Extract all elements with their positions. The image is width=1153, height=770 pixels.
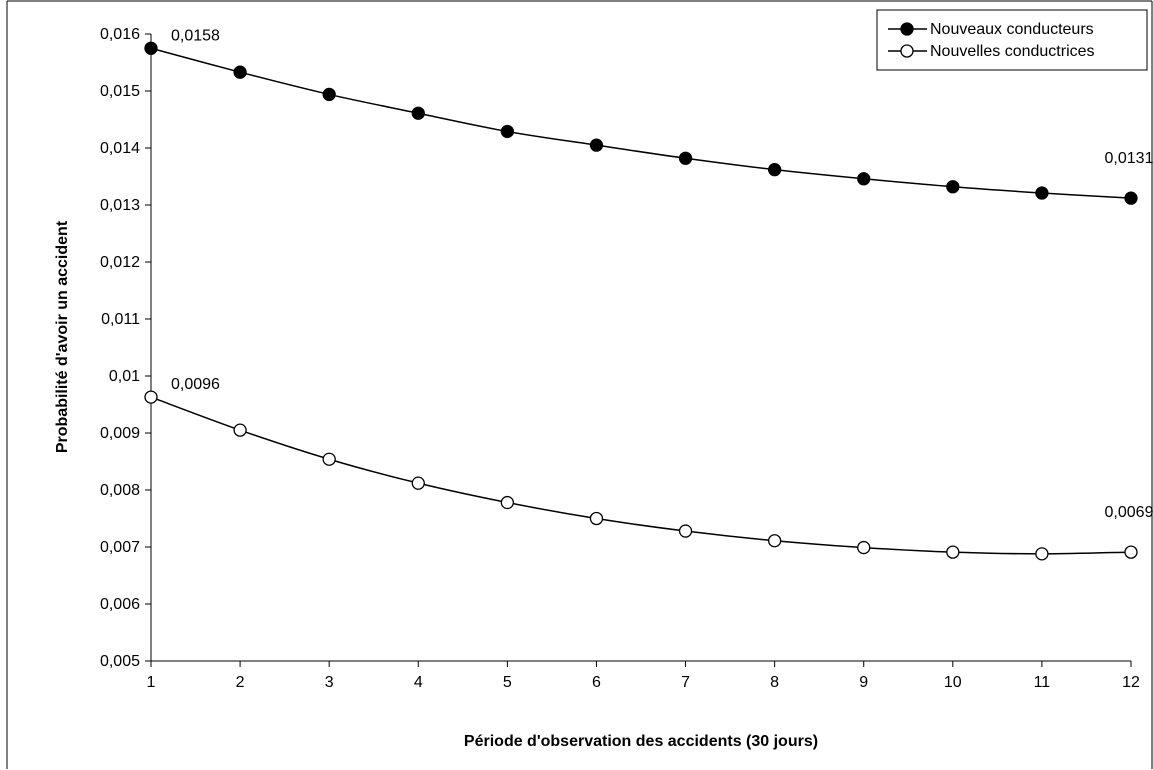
y-tick-label: 0,008 (100, 482, 140, 499)
x-tick-label: 9 (859, 674, 868, 691)
x-tick-label: 12 (1122, 674, 1140, 691)
legend: Nouveaux conducteurs Nouvelles conductric… (876, 9, 1148, 71)
x-tick-label: 4 (414, 674, 423, 691)
data-point (946, 180, 960, 194)
data-point (946, 545, 960, 559)
data-labels: 0,0158 0,0131 0,0096 0,0069 (171, 27, 1153, 521)
legend-box (876, 9, 1148, 71)
data-point (411, 106, 425, 120)
y-tick-labels: 0,005 0,006 0,007 0,008 0,009 0,01 0,011 0,012 0… (100, 26, 140, 670)
y-tick-label: 0,011 (101, 311, 140, 328)
x-axis-title: Période d'observation des accidents (30 … (464, 733, 818, 750)
legend-label: Nouveaux conducteurs (930, 21, 1094, 38)
series-layer (144, 41, 1138, 561)
data-point (144, 41, 158, 55)
y-axis-title: Probabilité d'avoir un accident (54, 220, 71, 453)
data-point (1124, 191, 1138, 205)
data-label: 0,0131 (1105, 150, 1153, 167)
data-point (678, 151, 693, 165)
axes (6, 0, 1153, 769)
data-point (144, 390, 158, 404)
data-label: 0,0069 (1105, 504, 1153, 521)
data-label: 0,0158 (171, 27, 220, 44)
y-tick-label: 0,009 (100, 425, 140, 442)
data-point (500, 495, 515, 510)
data-point (322, 87, 336, 102)
x-tick-label: 7 (681, 674, 690, 691)
x-tick-label: 3 (325, 674, 334, 691)
data-point (233, 423, 247, 437)
legend-marker (900, 22, 914, 36)
data-point (678, 524, 693, 538)
data-point (233, 65, 247, 79)
data-point (767, 534, 782, 548)
x-tick-labels: 1 2 3 4 5 6 7 8 9 10 11 12 (147, 674, 1140, 691)
legend-label: Nouvelles conductrices (930, 43, 1095, 60)
legend-marker (900, 44, 914, 58)
x-tick-label: 8 (770, 674, 779, 691)
x-tick-label: 5 (503, 674, 512, 691)
data-point (1124, 545, 1138, 559)
data-point (589, 511, 604, 526)
x-tick-label: 2 (236, 674, 245, 691)
y-tick-label: 0,006 (100, 596, 140, 613)
y-tick-label: 0,014 (100, 140, 140, 157)
x-tick-label: 6 (592, 674, 601, 691)
series-line (150, 396, 1132, 555)
y-tick-label: 0,015 (100, 83, 140, 100)
data-point (767, 163, 782, 177)
x-tick-label: 1 (147, 674, 156, 691)
data-point (411, 476, 425, 490)
data-point (322, 452, 336, 466)
y-tick-label: 0,007 (100, 539, 140, 556)
data-point (857, 172, 871, 186)
y-tick-label: 0,013 (100, 197, 140, 214)
data-point (1035, 186, 1049, 200)
x-tick-label: 10 (944, 674, 962, 691)
y-tick-label: 0,01 (109, 368, 140, 385)
y-tick-label: 0,016 (100, 26, 140, 43)
x-tick-label: 11 (1034, 674, 1051, 691)
y-tick-label: 0,005 (100, 653, 140, 670)
series-line (150, 47, 1132, 199)
data-point (589, 138, 604, 152)
y-tick-label: 0,012 (100, 254, 140, 271)
data-point (1035, 547, 1049, 561)
data-label: 0,0096 (171, 376, 220, 393)
data-point (500, 124, 515, 139)
data-point (857, 540, 871, 555)
